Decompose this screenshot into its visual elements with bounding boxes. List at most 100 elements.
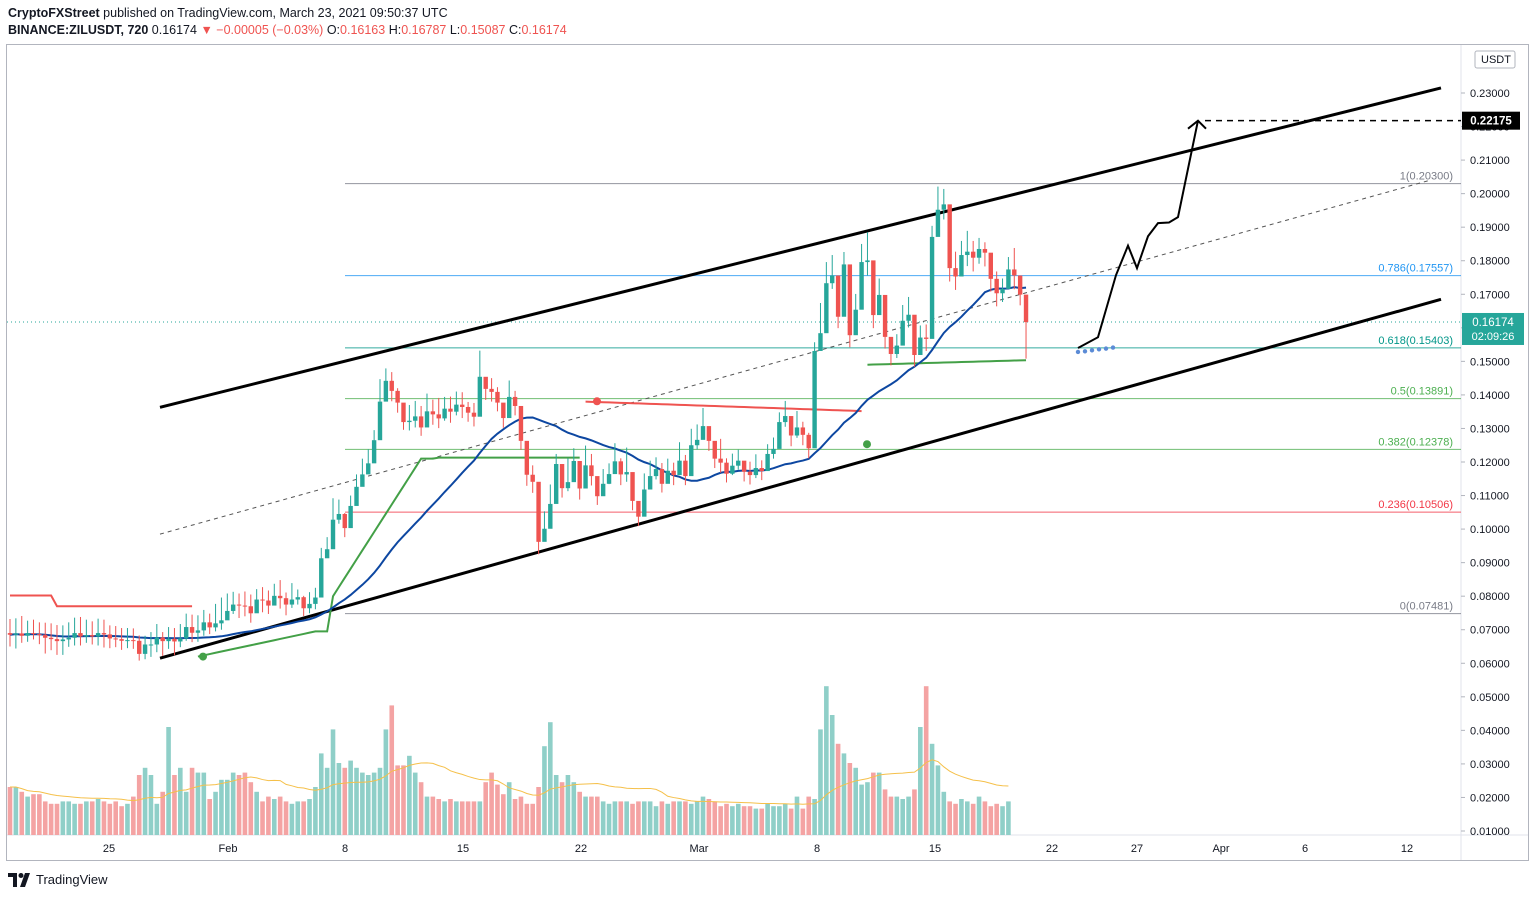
candle-body: [612, 461, 618, 475]
candle-body: [160, 637, 165, 642]
fib-label: 0.236(0.10506): [1378, 499, 1453, 511]
candle-body: [283, 598, 289, 605]
candle-body: [154, 637, 160, 645]
candle-body: [266, 600, 271, 606]
volume-bar: [841, 753, 847, 835]
high-value: 0.16787: [401, 23, 447, 37]
candle-body: [736, 460, 741, 466]
candle-body: [765, 453, 770, 472]
volume-bar: [700, 796, 706, 835]
volume-bar: [964, 801, 970, 835]
projection-dot: [1096, 347, 1102, 352]
candle-body: [959, 255, 964, 277]
candle-body: [741, 460, 747, 472]
volume-bar: [418, 782, 424, 835]
volume-bar: [266, 796, 271, 835]
volume-ma-line: [10, 759, 1009, 805]
volume-bar: [66, 801, 72, 835]
volume-bar: [912, 789, 917, 835]
time-tick-label: Apr: [1212, 843, 1229, 855]
candle-body: [131, 640, 136, 642]
supertrend-line: [585, 400, 862, 413]
volume-bar: [307, 799, 312, 835]
volume-bar: [524, 803, 530, 835]
price-tick-label: 0.06000: [1470, 658, 1510, 670]
candle-body: [747, 471, 753, 476]
candle-body: [31, 633, 36, 635]
candle-body: [354, 486, 359, 506]
time-tick-label: 6: [1302, 843, 1308, 855]
candle-body: [248, 606, 253, 614]
volume-bar: [542, 746, 547, 835]
volume-bar: [970, 803, 976, 835]
candle-body: [395, 390, 400, 403]
candle-body: [230, 604, 236, 611]
candle-body: [906, 314, 911, 321]
candle-body: [976, 248, 982, 258]
volume-bar: [595, 796, 600, 835]
footer-brand[interactable]: TradingView: [8, 872, 108, 887]
time-tick-label: Mar: [690, 843, 709, 855]
price-tick-label: 0.10000: [1470, 524, 1510, 536]
candle-body: [360, 474, 365, 487]
candle-body: [753, 468, 759, 476]
channel-mid-line: [159, 179, 1431, 535]
price-tick-label: 0.23000: [1470, 88, 1510, 100]
candle-body: [301, 597, 306, 609]
candle-body: [448, 408, 453, 412]
candle-body: [460, 404, 465, 407]
candle-body: [530, 474, 535, 482]
candle-body: [853, 309, 858, 336]
volume-bar: [741, 806, 747, 835]
price-tick-label: 0.13000: [1470, 423, 1510, 435]
candle-body: [219, 620, 224, 624]
volume-bar: [577, 791, 582, 835]
price-tick-label: 0.20000: [1470, 189, 1510, 201]
candle-body: [442, 408, 447, 419]
volume-bar: [730, 806, 735, 835]
volume-bar: [988, 806, 994, 835]
time-tick-label: 8: [814, 843, 820, 855]
candle-body: [477, 376, 483, 417]
volume-bar: [459, 801, 465, 835]
volume-bar: [407, 755, 412, 835]
candle-body: [595, 476, 600, 497]
fib-label: 1(0.20300): [1400, 171, 1453, 183]
candle-body: [142, 644, 148, 654]
candle-body: [965, 251, 970, 256]
volume-bar: [389, 705, 395, 835]
price-tick-label: 0.05000: [1470, 692, 1510, 704]
projection-dot: [1089, 348, 1095, 353]
publish-line: CryptoFXStreet published on TradingView.…: [8, 6, 448, 20]
volume-bar: [430, 796, 436, 835]
fib-label: 0(0.07481): [1400, 601, 1453, 613]
price-tick-label: 0.02000: [1470, 792, 1510, 804]
candle-body: [483, 376, 488, 389]
volume-bar: [894, 796, 900, 835]
price-tick-label: 0.14000: [1470, 390, 1510, 402]
currency-label: USDT: [1481, 54, 1511, 66]
candle-body: [495, 391, 500, 403]
volume-bar: [295, 801, 301, 835]
volume-bar: [812, 799, 817, 835]
candle-body: [507, 396, 512, 419]
volume-bar: [906, 796, 911, 835]
candle-body: [7, 633, 13, 635]
candle-body: [389, 380, 394, 391]
open-value: 0.16163: [340, 23, 386, 37]
fib-label: 0.382(0.12378): [1378, 436, 1453, 448]
time-tick-label: 25: [103, 843, 115, 855]
volume-bar: [829, 715, 835, 835]
volume-bar: [37, 794, 42, 835]
volume-bar: [636, 801, 641, 835]
volume-bar: [900, 799, 905, 835]
projection-path: [1077, 120, 1199, 349]
candle-body: [518, 405, 524, 441]
volume-bar: [301, 801, 306, 835]
supertrend-buy-signal: [863, 440, 871, 449]
candle-body: [371, 440, 377, 464]
chart-frame[interactable]: [6, 44, 1529, 861]
time-tick-label: 15: [457, 843, 469, 855]
candle-body: [571, 460, 577, 483]
